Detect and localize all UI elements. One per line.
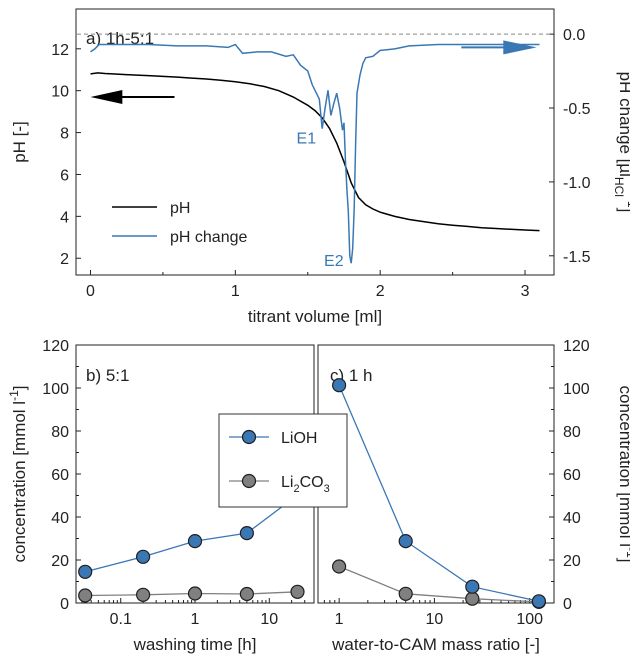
panel-a-ytick-label: 12	[51, 42, 69, 59]
panel-a-frame	[75, 8, 555, 276]
panel-c-ytick-label: 0	[563, 596, 572, 613]
legend-ph-label: pH	[170, 200, 190, 217]
panel-b-label: b) 5:1	[86, 366, 129, 385]
ph-series-line	[90, 72, 540, 232]
panel-b-ytick-label: 60	[51, 467, 69, 484]
arrow-to-ph-axis-head	[90, 89, 123, 104]
panel-c-ytick-label: 80	[563, 424, 581, 441]
panel-b-xtick-label: 1	[191, 611, 200, 628]
legend-ph-change-label: pH change	[170, 229, 247, 246]
arrow-to-ph-change-axis-head	[503, 40, 537, 55]
panel-a-y2label: pH change [µlHCl-1]	[612, 72, 630, 213]
ph-change-series-line	[90, 43, 540, 264]
panel-a-y2tick-label: -1.0	[563, 175, 591, 192]
panel-a-ytick-label: 6	[60, 167, 69, 184]
panel-c-ylabel: concentration [mmol l-1]	[616, 386, 630, 563]
panel-b-lioh-point	[136, 549, 151, 564]
panel-c-lioh-point	[332, 378, 347, 393]
panel-b-ytick-label: 80	[51, 424, 69, 441]
panel-a: a) 1h-5:1 titrant volume [ml] pH [-] pH …	[10, 8, 630, 326]
panel-c-li2co3-point	[465, 591, 480, 606]
panel-b-ytick-label: 0	[60, 596, 69, 613]
legend-lioh-label: LiOH	[281, 430, 317, 447]
panel-b-xlabel: washing time [h]	[133, 635, 257, 654]
panel-c-ytick-label: 100	[563, 381, 590, 398]
panel-c-xlabel: water-to-CAM mass ratio [-]	[331, 635, 540, 654]
panel-a-xtick-label: 2	[376, 283, 385, 300]
concentration-legend: LiOH Li2CO3	[218, 413, 348, 508]
panel-a-xtick-label: 3	[521, 283, 530, 300]
panel-c-lioh-line	[338, 384, 540, 602]
legend-lioh-marker	[241, 429, 257, 445]
panel-b-lioh-point	[187, 533, 203, 549]
panel-c-ytick-label: 120	[563, 338, 590, 355]
panel-c-lioh-point	[398, 533, 413, 549]
panel-b-ytick-label: 120	[42, 338, 69, 355]
panel-a-label: a) 1h-5:1	[86, 29, 154, 48]
panel-a-ytick-label: 8	[60, 126, 69, 143]
panel-b-ytick-label: 100	[42, 381, 69, 398]
panel-c-xtick-label: 100	[516, 611, 543, 628]
panel-b-ytick-label: 20	[51, 553, 69, 570]
panel-a-ytick-label: 4	[60, 209, 69, 226]
panel-b-li2co3-point	[136, 587, 151, 602]
panel-b-ylabel: concentration [mmol l-1]	[7, 386, 29, 563]
panel-a-xtick-label: 1	[231, 283, 240, 300]
panel-c-lioh-point	[531, 594, 547, 609]
panel-c-lioh-point	[465, 579, 480, 594]
panel-c-ytick-label: 60	[563, 467, 581, 484]
panel-b-xtick-label: 0.1	[110, 611, 132, 628]
panel-c-li2co3-point	[398, 586, 413, 601]
panel-a-legend: pH pH change	[112, 200, 247, 246]
panel-a-ytick-label: 2	[60, 251, 69, 268]
panel-c-ytick-label: 40	[563, 510, 581, 527]
panel-b-li2co3-point	[78, 588, 93, 603]
panel-a-ylabel: pH [-]	[10, 121, 29, 163]
panel-c: c) 1 h water-to-CAM mass ratio [-] conce…	[317, 338, 630, 654]
panel-b-li2co3-point	[187, 586, 203, 601]
panel-b-li2co3-point	[239, 586, 254, 602]
panel-b-lioh-point	[239, 525, 254, 541]
panel-a-y2tick-label: -1.5	[563, 249, 591, 266]
panel-b-ytick-label: 40	[51, 510, 69, 527]
panel-c-xtick-label: 10	[426, 611, 444, 628]
panel-c-li2co3-line	[338, 565, 539, 603]
panel-c-ytick-label: 20	[563, 553, 581, 570]
panel-a-xlabel: titrant volume [ml]	[248, 307, 382, 326]
panel-b-li2co3-point	[290, 584, 305, 599]
annotation-e2: E2	[324, 253, 344, 270]
legend-li2co3-marker	[241, 473, 257, 489]
legend-box	[218, 413, 348, 508]
panel-a-y2tick-label: -0.5	[563, 101, 591, 118]
panel-a-y2tick-label: 0.0	[563, 27, 585, 44]
panel-c-li2co3-point	[332, 559, 347, 574]
legend-li2co3-label: Li2CO3	[281, 474, 330, 495]
panel-a-ytick-label: 10	[51, 84, 69, 101]
panel-b-lioh-point	[78, 564, 93, 579]
panel-b-xtick-label: 10	[260, 611, 278, 628]
annotation-e1: E1	[297, 130, 317, 147]
panel-a-xtick-label: 0	[86, 283, 95, 300]
panel-c-xtick-label: 1	[335, 611, 344, 628]
